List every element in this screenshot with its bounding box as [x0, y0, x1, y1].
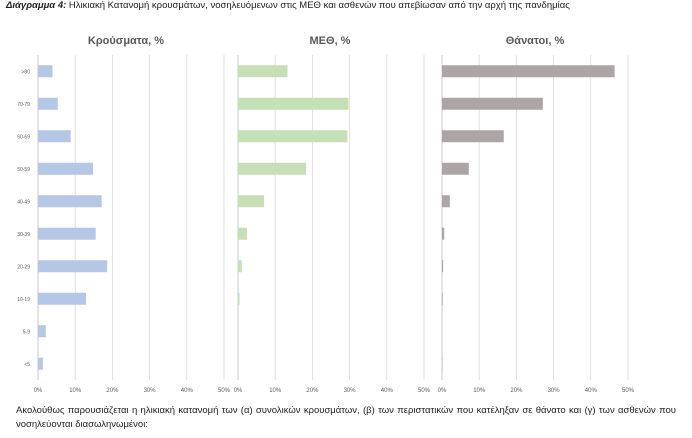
x-tick-label: 20%	[306, 388, 319, 394]
x-tick-label: 50%	[418, 388, 431, 394]
caption-label: Διάγραμμα 4:	[6, 0, 67, 11]
bar	[442, 195, 450, 208]
category-label: 30-39	[17, 232, 30, 238]
bar	[38, 195, 102, 208]
x-tick-label: 30%	[344, 388, 357, 394]
x-tick-label: 0%	[234, 388, 243, 394]
bar	[238, 260, 242, 273]
bar	[442, 227, 445, 240]
bar	[38, 227, 96, 240]
category-label: 70-79	[17, 102, 30, 108]
x-tick-label: 40%	[381, 388, 394, 394]
bar	[38, 65, 53, 78]
bar	[238, 65, 288, 78]
bar	[38, 130, 71, 143]
bar	[238, 130, 348, 143]
category-label: 5-9	[23, 329, 30, 335]
bar	[238, 162, 307, 175]
bar	[38, 325, 46, 338]
bar	[38, 260, 108, 273]
category-label: <5	[24, 362, 30, 368]
bar	[38, 97, 58, 110]
x-tick-label: 30%	[548, 388, 561, 394]
x-tick-label: 40%	[585, 388, 598, 394]
x-tick-label: 50%	[218, 388, 231, 394]
category-label: 60-69	[17, 134, 30, 140]
bar	[442, 162, 469, 175]
x-tick-label: 10%	[69, 388, 82, 394]
figure-caption: Διάγραμμα 4: Ηλικιακή Κατανομή κρουσμάτω…	[6, 0, 570, 11]
x-tick-label: 10%	[269, 388, 282, 394]
x-tick-label: 10%	[473, 388, 486, 394]
x-tick-label: 0%	[438, 388, 447, 394]
category-label: 10-19	[17, 297, 30, 303]
bar	[238, 227, 247, 240]
x-tick-label: 20%	[510, 388, 523, 394]
category-label: 20-29	[17, 264, 30, 270]
chart-title: ΜΕΘ, %	[310, 35, 351, 47]
x-tick-label: 0%	[34, 388, 43, 394]
bar	[38, 162, 94, 175]
charts-area: Κρούσματα, % 0% 10% 20% 30% 40% 50% >80 70-79 60-…	[17, 35, 635, 394]
bar	[442, 292, 443, 305]
chart-title: Κρούσματα, %	[88, 35, 164, 47]
footer-paragraph: Ακολούθως παρουσιάζεται η ηλικιακή καταν…	[16, 405, 676, 430]
category-label: 50-59	[17, 167, 30, 173]
x-tick-label: 50%	[622, 388, 635, 394]
x-tick-label: 20%	[106, 388, 119, 394]
bar	[442, 130, 504, 143]
bar	[238, 292, 240, 305]
bar	[442, 97, 543, 110]
category-label: 40-49	[17, 199, 30, 205]
category-label: >80	[22, 69, 31, 75]
chart-title: Θάνατοι, %	[506, 35, 565, 47]
x-tick-label: 40%	[181, 388, 194, 394]
bar	[38, 357, 43, 370]
caption-text: Ηλικιακή Κατανομή κρουσμάτων, νοσηλευόμε…	[68, 0, 570, 11]
x-tick-label: 30%	[144, 388, 157, 394]
bar	[238, 97, 349, 110]
bar	[238, 195, 265, 208]
bar	[442, 260, 444, 273]
bar	[38, 292, 86, 305]
bar	[442, 65, 615, 78]
